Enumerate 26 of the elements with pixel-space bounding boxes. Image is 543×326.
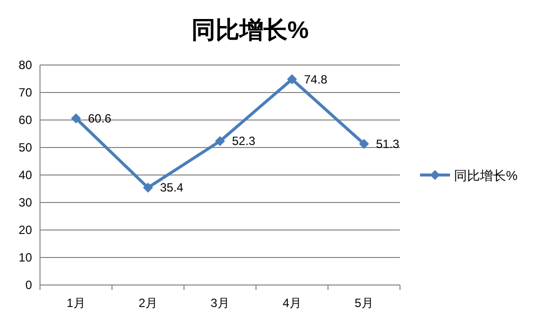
y-tick-label: 50 [18, 140, 32, 154]
data-label: 74.8 [304, 72, 328, 86]
x-tick-label: 4月 [282, 296, 302, 310]
legend-label: 同比增长% [454, 168, 518, 183]
point [143, 182, 153, 193]
data-label: 52.3 [232, 134, 256, 148]
x-tick-label: 1月 [66, 296, 86, 310]
y-tick-label: 10 [18, 250, 32, 264]
point [71, 113, 81, 124]
y-tick-label: 20 [18, 223, 32, 237]
data-label: 51.3 [376, 136, 400, 151]
y-tick-label: 0 [25, 278, 32, 292]
y-tick-label: 60 [18, 113, 32, 127]
chart-title: 同比增长% [191, 17, 309, 44]
x-tick-label: 2月 [138, 296, 158, 310]
data-label: 35.4 [160, 180, 184, 195]
x-tick-label: 3月 [210, 296, 230, 310]
data-label: 60.6 [88, 111, 112, 126]
y-tick-label: 30 [18, 196, 32, 210]
point [287, 74, 297, 84]
y-tick-label: 80 [18, 58, 32, 72]
point [215, 136, 225, 146]
point [359, 138, 369, 149]
y-tick-label: 40 [18, 168, 32, 182]
y-tick-label: 70 [18, 86, 32, 100]
x-tick-label: 5月 [354, 296, 374, 310]
